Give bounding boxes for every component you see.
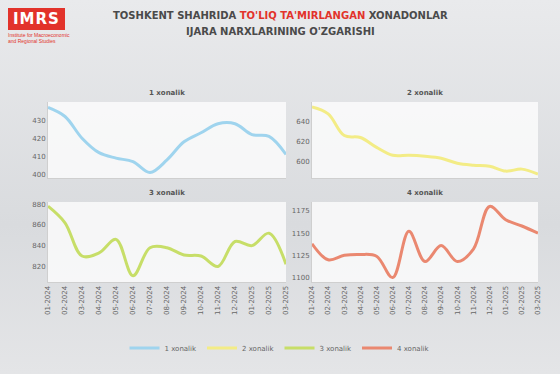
svg-text:4 xonalik: 4 xonalik bbox=[407, 189, 443, 197]
svg-text:03-2025: 03-2025 bbox=[534, 286, 542, 315]
svg-text:600: 600 bbox=[296, 158, 309, 166]
svg-text:410: 410 bbox=[32, 153, 45, 161]
svg-text:02-2025: 02-2025 bbox=[518, 286, 526, 315]
html-text:IMRS: IMRS bbox=[13, 10, 60, 28]
svg-text:11-2024: 11-2024 bbox=[470, 285, 478, 315]
svg-text:11-2024: 11-2024 bbox=[214, 285, 222, 315]
svg-text:01-2025: 01-2025 bbox=[248, 286, 256, 315]
svg-text:430: 430 bbox=[32, 117, 45, 125]
svg-text:620: 620 bbox=[296, 138, 309, 146]
svg-text:02-2024: 02-2024 bbox=[324, 285, 332, 315]
svg-text:07-2024: 07-2024 bbox=[146, 285, 154, 315]
svg-text:03-2024: 03-2024 bbox=[78, 285, 86, 315]
svg-text:IJARA NARXLARINING O'ZGARISHI: IJARA NARXLARINING O'ZGARISHI bbox=[186, 26, 375, 37]
svg-text:10-2024: 10-2024 bbox=[197, 285, 205, 315]
svg-text:1125: 1125 bbox=[292, 252, 310, 260]
svg-text:02-2024: 02-2024 bbox=[61, 285, 69, 315]
svg-text:1175: 1175 bbox=[292, 207, 310, 215]
svg-text:TOSHKENT SHAHRIDA TO'LIQ TA'MI: TOSHKENT SHAHRIDA TO'LIQ TA'MIRLANGAN XO… bbox=[113, 10, 448, 21]
svg-text:02-2025: 02-2025 bbox=[265, 286, 273, 315]
svg-text:01-2025: 01-2025 bbox=[502, 286, 510, 315]
svg-text:1 xonalik: 1 xonalik bbox=[149, 89, 185, 97]
svg-text:04-2024: 04-2024 bbox=[357, 285, 365, 315]
html-text:Institute for Macroeconomic an: Institute for Macroeconomic and Regional… bbox=[8, 32, 70, 44]
svg-text:1150: 1150 bbox=[292, 230, 310, 238]
svg-text:12-2024: 12-2024 bbox=[486, 285, 494, 315]
svg-text:640: 640 bbox=[296, 118, 309, 126]
svg-text:08-2024: 08-2024 bbox=[163, 285, 171, 315]
svg-text:06-2024: 06-2024 bbox=[129, 285, 137, 315]
svg-text:1 xonalik: 1 xonalik bbox=[165, 345, 198, 353]
svg-text:05-2024: 05-2024 bbox=[373, 285, 381, 315]
svg-text:09-2024: 09-2024 bbox=[437, 285, 445, 315]
svg-text:2 xonalik: 2 xonalik bbox=[242, 345, 275, 353]
svg-text:820: 820 bbox=[32, 263, 45, 271]
svg-text:09-2024: 09-2024 bbox=[180, 285, 188, 315]
svg-text:420: 420 bbox=[32, 135, 45, 143]
svg-text:10-2024: 10-2024 bbox=[454, 285, 462, 315]
svg-text:03-2025: 03-2025 bbox=[282, 286, 290, 315]
svg-text:880: 880 bbox=[32, 201, 45, 209]
svg-text:4 xonalik: 4 xonalik bbox=[397, 345, 430, 353]
svg-text:08-2024: 08-2024 bbox=[421, 285, 429, 315]
svg-text:400: 400 bbox=[32, 171, 45, 179]
svg-text:03-2024: 03-2024 bbox=[341, 285, 349, 315]
svg-text:06-2024: 06-2024 bbox=[389, 285, 397, 315]
svg-text:1100: 1100 bbox=[292, 274, 310, 282]
svg-text:860: 860 bbox=[32, 221, 45, 229]
svg-text:05-2024: 05-2024 bbox=[112, 285, 120, 315]
svg-text:840: 840 bbox=[32, 242, 45, 250]
svg-text:01-2024: 01-2024 bbox=[308, 285, 316, 315]
svg-text:3 xonalik: 3 xonalik bbox=[320, 345, 353, 353]
svg-text:04-2024: 04-2024 bbox=[95, 285, 103, 315]
svg-text:3 xonalik: 3 xonalik bbox=[149, 189, 185, 197]
svg-text:12-2024: 12-2024 bbox=[231, 285, 239, 315]
svg-text:07-2024: 07-2024 bbox=[405, 285, 413, 315]
svg-text:2 xonalik: 2 xonalik bbox=[407, 89, 443, 97]
svg-text:01-2024: 01-2024 bbox=[44, 285, 52, 315]
